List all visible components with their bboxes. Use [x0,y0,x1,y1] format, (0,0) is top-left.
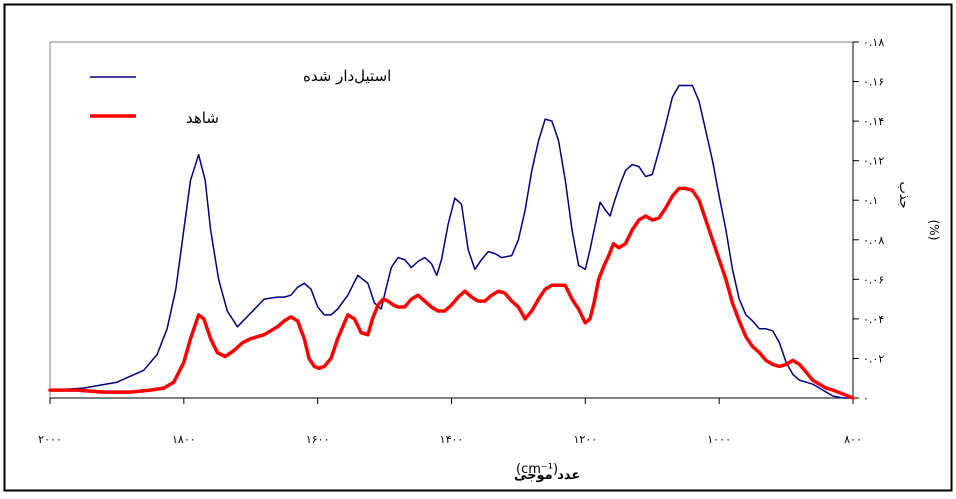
x-axis-ticks: ۲۰۰۰ ۱۸۰۰ ۱۶۰۰ ۱۴۰۰ ۱۲۰۰ ۱۰۰۰ ۸۰۰ [38,398,862,446]
y-tick-label: ۰.۰۴ [863,313,884,326]
x-axis-unit: (cm⁻¹) [516,462,558,477]
x-tick-label: ۱۰۰۰ [707,433,731,446]
x-tick-label: ۲۰۰۰ [38,433,62,446]
y-tick-label: ۰ [863,392,869,405]
x-tick-label: ۱۲۰۰ [574,433,598,446]
outer-border [3,3,953,492]
x-tick-label: ۱۴۰۰ [440,433,464,446]
y-tick-label: ۰.۱۶ [863,76,884,89]
y-tick-label: ۰.۱۲ [863,155,884,168]
y-tick-label: ۰.۰۲ [863,352,884,365]
series-layer [48,84,855,400]
x-tick-label: ۱۶۰۰ [306,433,330,446]
series-line-control [48,186,855,400]
legend-label-acetylated: استیل‌دار شده [303,67,391,85]
series-line-acetylated [49,84,854,399]
legend-item-control: شاهد [90,109,219,127]
y-tick-label: ۰.۱۸ [863,36,884,49]
plot-area [49,41,854,399]
y-tick-label: ۰.۱۴ [863,115,884,128]
x-tick-label: ۱۸۰۰ [172,433,196,446]
legend-item-acetylated: استیل‌دار شده [90,67,391,85]
y-axis-unit-group: (%) [927,220,941,241]
x-tick-label: ۸۰۰ [844,433,862,446]
y-axis-label-group: جذب [896,181,911,208]
y-tick-label: ۰.۱ [863,194,878,207]
y-axis-label: جذب [896,181,911,208]
y-axis-ticks: ۰ ۰.۰۲ ۰.۰۴ ۰.۰۶ ۰.۰۸ ۰.۱ ۰.۱۲ ۰.۱۴ ۰.۱۶ ۰.۱۸ [853,36,884,405]
y-tick-label: ۰.۰۸ [863,234,884,247]
y-axis-unit: (%) [927,220,941,241]
legend: استیل‌دار شده شاهد [90,67,391,127]
legend-label-control: شاهد [186,109,219,127]
y-tick-label: ۰.۰۶ [863,273,884,286]
x-axis-label: عدد موجی [514,468,580,483]
